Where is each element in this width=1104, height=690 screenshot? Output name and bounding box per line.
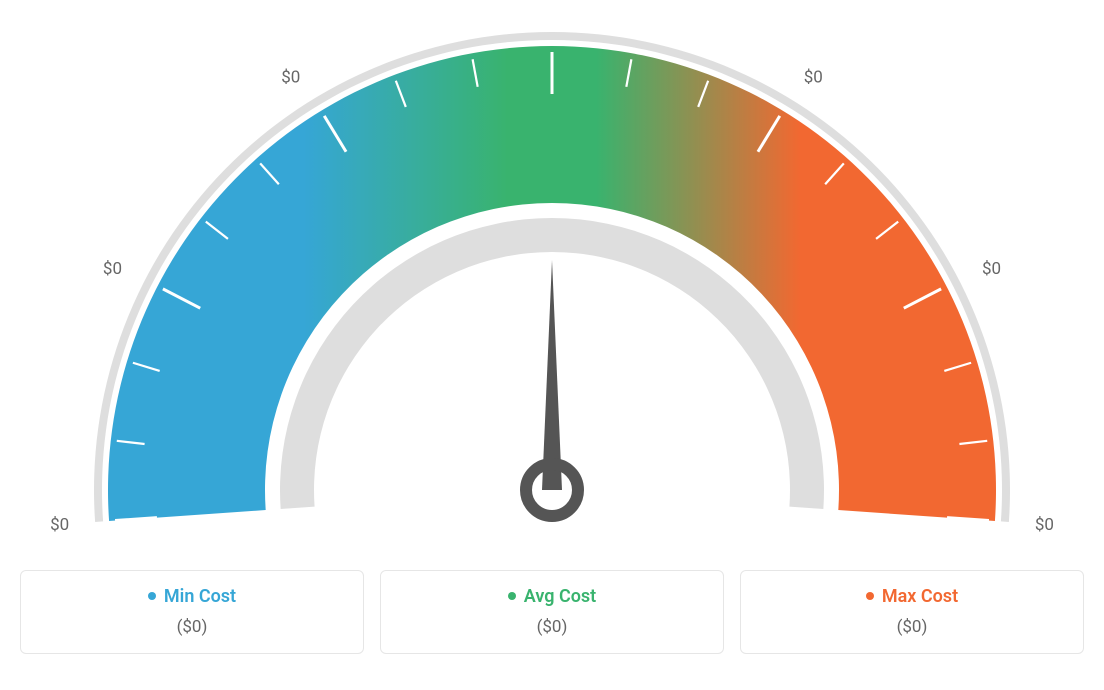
legend-card-avg: Avg Cost ($0)	[380, 570, 724, 654]
legend-value-min: ($0)	[39, 617, 345, 637]
legend-value-avg: ($0)	[399, 617, 705, 637]
svg-text:$0: $0	[1035, 515, 1054, 535]
legend-row: Min Cost ($0) Avg Cost ($0) Max Cost ($0…	[20, 570, 1084, 654]
legend-card-min: Min Cost ($0)	[20, 570, 364, 654]
svg-text:$0: $0	[50, 515, 69, 535]
legend-label-min: Min Cost	[164, 586, 236, 607]
svg-text:$0: $0	[804, 68, 823, 88]
svg-text:$0: $0	[982, 259, 1001, 279]
svg-text:$0: $0	[103, 259, 122, 279]
legend-value-max: ($0)	[759, 617, 1065, 637]
cost-gauge: $0$0$0$0$0$0$0	[20, 20, 1084, 560]
legend-label-max: Max Cost	[882, 586, 958, 607]
legend-card-max: Max Cost ($0)	[740, 570, 1084, 654]
legend-label-avg: Avg Cost	[524, 586, 596, 607]
legend-dot-avg	[508, 592, 516, 600]
legend-dot-max	[866, 592, 874, 600]
svg-text:$0: $0	[281, 68, 300, 88]
legend-dot-min	[148, 592, 156, 600]
